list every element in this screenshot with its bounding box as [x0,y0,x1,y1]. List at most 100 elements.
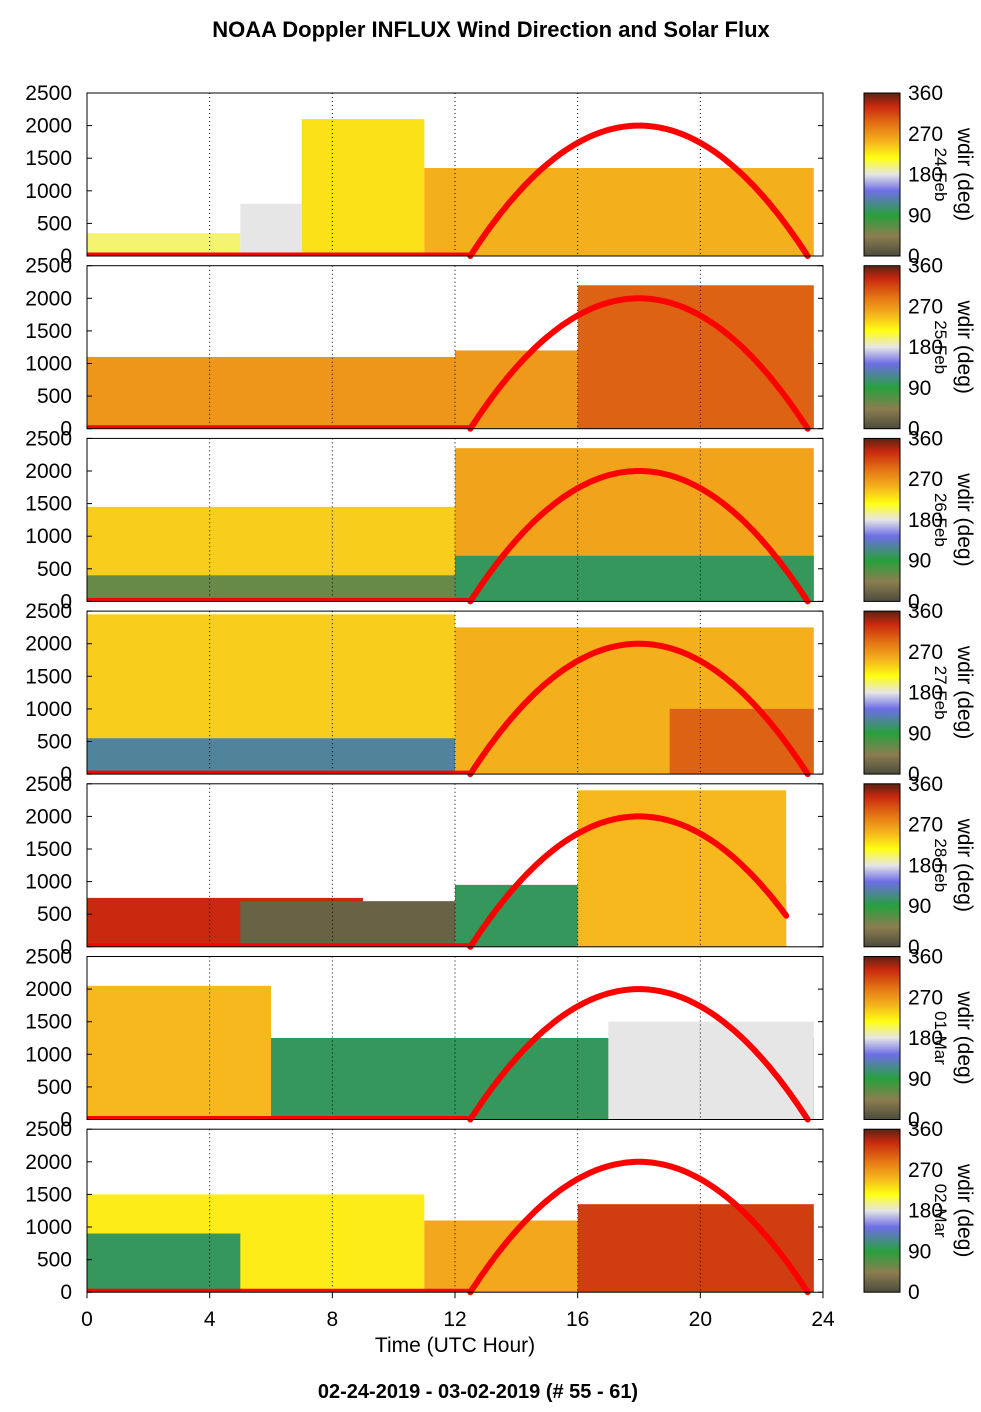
y-tick-label: 2000 [25,633,72,656]
colorbar-tick-label: 0 [908,1109,920,1132]
wdir-region [608,1021,814,1120]
wdir-region [455,555,814,602]
x-axis-label: Time (UTC Hour) [375,1334,535,1357]
panel-date-label: 27-Feb [931,666,950,720]
panel-date-label: 26-Feb [931,493,950,547]
wdir-region [87,738,455,775]
y-tick-label: 1000 [25,180,72,203]
y-tick-label: 0 [60,1281,72,1304]
solar-flux-curve [467,640,811,778]
colorbar-tick-label: 360 [908,600,943,623]
y-tick-label: 0 [60,590,72,613]
wdir-region [87,575,455,602]
colorbar-tick-label: 90 [908,722,931,745]
colorbar-tick-label: 360 [908,773,943,796]
colorbar-label: wdir (deg) [953,300,976,394]
y-tick-label: 2000 [25,1151,72,1174]
solar-flux-curve [467,122,811,259]
y-tick-label: 500 [37,731,72,754]
y-tick-label: 0 [60,245,72,268]
y-tick-label: 1500 [25,147,72,170]
colorbar-label: wdir (deg) [953,818,976,912]
colorbar-tick-label: 270 [908,468,943,491]
colorbar-tick-label: 180 [908,1200,943,1223]
colorbar [863,437,901,602]
y-tick-label: 500 [37,1249,72,1272]
colorbar-tick-label: 90 [908,377,931,400]
colorbar-tick-label: 180 [908,1027,943,1050]
colorbar-label: wdir (deg) [953,645,976,739]
panel-7: 0 500 1000 1500 2000 2500 0 90 180 270 360 wdir (de… [25,1118,976,1304]
colorbar [863,956,901,1120]
panel-frame [86,92,824,257]
panel-date-label: 24-Feb [931,148,950,202]
y-tick-label: 500 [37,385,72,408]
y-tick-label: 2000 [25,460,72,483]
colorbar-tick-label: 270 [908,641,943,664]
y-tick-label: 1000 [25,871,72,894]
colorbar-label: wdir (deg) [953,990,976,1084]
colorbar [863,1128,901,1293]
wdir-region [87,1233,241,1293]
y-tick-label: 500 [37,212,72,235]
wdir-region [301,119,425,256]
x-tick-label: 16 [566,1308,589,1331]
solar-flux-curve [467,1158,811,1296]
panel-date-label: 02-Mar [931,1184,950,1238]
wdir-region [424,167,814,256]
colorbar-tick-label: 270 [908,1159,943,1182]
y-tick-label: 2500 [25,427,72,450]
date-range-footer: 02-24-2019 - 03-02-2019 (# 55 - 61) [318,1381,638,1403]
colorbar-tick-label: 180 [908,336,943,359]
y-tick-label: 1000 [25,353,72,376]
colorbar-tick-label: 90 [908,895,931,918]
wdir-region [577,285,814,429]
y-tick-label: 500 [37,1076,72,1099]
colorbar-label: wdir (deg) [953,127,976,221]
x-tick-label: 0 [81,1308,93,1331]
y-tick-label: 2500 [25,773,72,796]
wdir-region [87,356,455,429]
colorbar-tick-label: 90 [908,204,931,227]
colorbar-tick-label: 180 [908,509,943,532]
panel-frame [86,783,824,948]
panel-frame [86,265,824,430]
colorbar-tick-label: 90 [908,1240,931,1263]
chart-title: NOAA Doppler INFLUX Wind Direction and S… [212,17,770,42]
y-tick-label: 1500 [25,1011,72,1034]
y-tick-label: 1500 [25,1183,72,1206]
solar-flux-curve [467,813,790,950]
colorbar-tick-label: 0 [908,936,920,959]
x-tick-label: 4 [204,1308,216,1331]
y-tick-label: 1500 [25,665,72,688]
y-tick-label: 0 [60,1109,72,1132]
panel-date-label: 28-Feb [931,838,950,892]
solar-flux-curve [467,986,811,1123]
y-tick-label: 2000 [25,287,72,310]
colorbar-label: wdir (deg) [953,1163,976,1257]
solar-flux-curve [467,468,811,605]
colorbar [863,610,901,775]
y-tick-label: 1500 [25,320,72,343]
colorbar-tick-label: 0 [908,245,920,268]
y-tick-label: 0 [60,763,72,786]
colorbar-tick-label: 360 [908,946,943,969]
y-tick-label: 500 [37,903,72,926]
y-tick-label: 0 [60,936,72,959]
wdir-region [240,901,455,947]
panel-4: 0 500 1000 1500 2000 2500 0 90 180 270 360 wdir (de… [25,600,976,786]
colorbar-tick-label: 180 [908,682,943,705]
colorbar-tick-label: 0 [908,763,920,786]
colorbar [863,783,901,948]
y-tick-label: 2500 [25,946,72,969]
wdir-region [87,985,271,1120]
colorbar-label: wdir (deg) [953,472,976,566]
panel-frame [86,437,824,602]
panel-2: 0 500 1000 1500 2000 2500 0 90 180 270 360 wdir (de… [25,255,976,441]
wdir-region [240,203,302,256]
colorbar-tick-label: 0 [908,590,920,613]
y-tick-label: 0 [60,418,72,441]
solar-flux-curve [467,295,811,432]
x-tick-label: 12 [443,1308,466,1331]
